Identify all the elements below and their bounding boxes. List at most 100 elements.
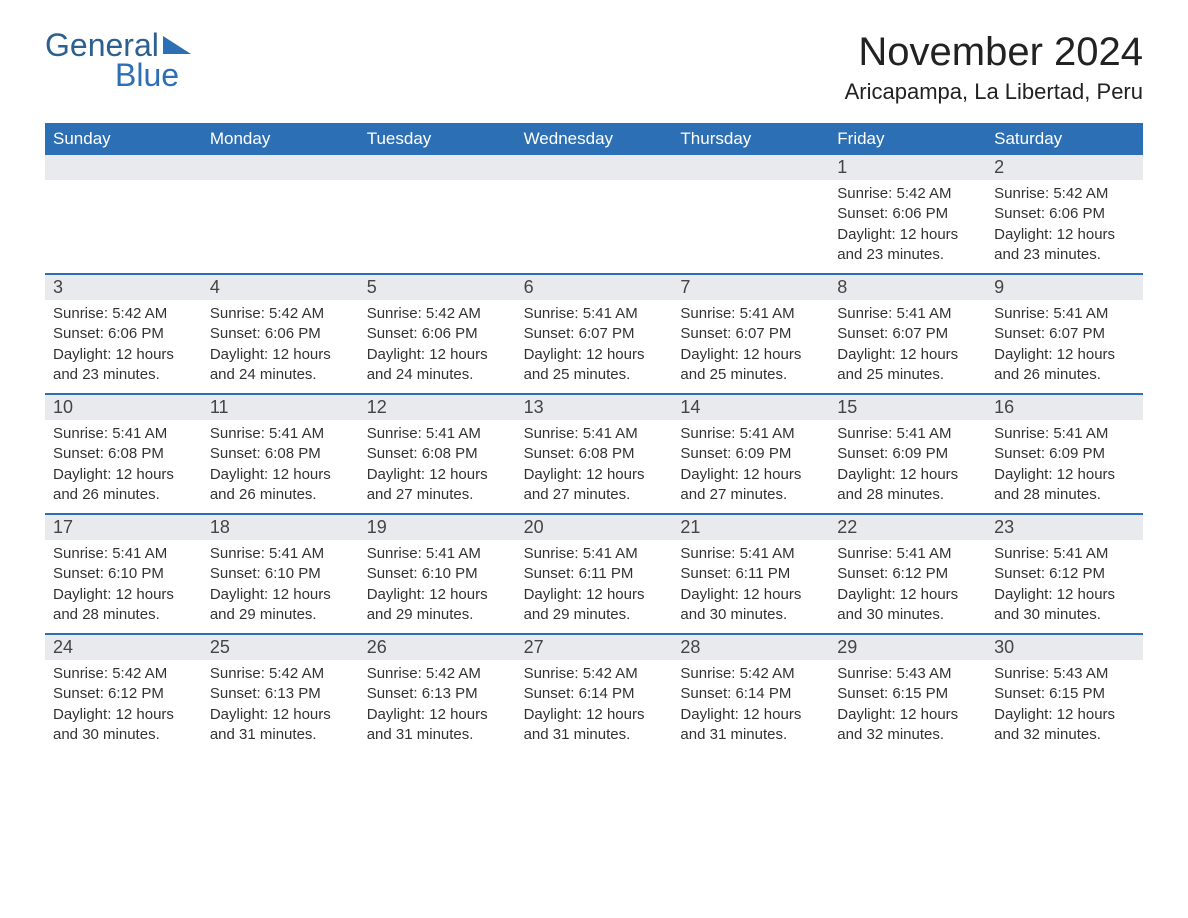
day-cell-28: 28Sunrise: 5:42 AMSunset: 6:14 PMDayligh…	[672, 635, 829, 753]
daylight-line: Daylight: 12 hours and 31 minutes.	[210, 705, 351, 746]
daylight-line: Daylight: 12 hours and 25 minutes.	[680, 345, 821, 386]
day-cell-3: 3Sunrise: 5:42 AMSunset: 6:06 PMDaylight…	[45, 275, 202, 393]
sunrise-line: Sunrise: 5:41 AM	[524, 304, 665, 324]
sunset-line: Sunset: 6:08 PM	[210, 444, 351, 464]
date-number: 23	[986, 515, 1143, 540]
daylight-line: Daylight: 12 hours and 24 minutes.	[367, 345, 508, 386]
day-details: Sunrise: 5:41 AMSunset: 6:08 PMDaylight:…	[45, 420, 202, 511]
date-number: 27	[516, 635, 673, 660]
logo-triangle-icon	[163, 36, 191, 54]
dayname-sunday: Sunday	[45, 123, 202, 155]
sunrise-line: Sunrise: 5:42 AM	[524, 664, 665, 684]
date-number: 26	[359, 635, 516, 660]
day-details: Sunrise: 5:41 AMSunset: 6:11 PMDaylight:…	[516, 540, 673, 631]
daylight-line: Daylight: 12 hours and 25 minutes.	[524, 345, 665, 386]
date-number: 29	[829, 635, 986, 660]
day-cell-4: 4Sunrise: 5:42 AMSunset: 6:06 PMDaylight…	[202, 275, 359, 393]
daylight-line: Daylight: 12 hours and 26 minutes.	[210, 465, 351, 506]
dayname-header-row: SundayMondayTuesdayWednesdayThursdayFrid…	[45, 123, 1143, 155]
day-cell-8: 8Sunrise: 5:41 AMSunset: 6:07 PMDaylight…	[829, 275, 986, 393]
sunrise-line: Sunrise: 5:41 AM	[210, 424, 351, 444]
daylight-line: Daylight: 12 hours and 29 minutes.	[210, 585, 351, 626]
dayname-tuesday: Tuesday	[359, 123, 516, 155]
date-number: 30	[986, 635, 1143, 660]
sunrise-line: Sunrise: 5:42 AM	[367, 664, 508, 684]
day-details: Sunrise: 5:41 AMSunset: 6:09 PMDaylight:…	[986, 420, 1143, 511]
dayname-monday: Monday	[202, 123, 359, 155]
logo-text-top: General	[45, 30, 159, 60]
week-row: 24Sunrise: 5:42 AMSunset: 6:12 PMDayligh…	[45, 633, 1143, 753]
daylight-line: Daylight: 12 hours and 29 minutes.	[367, 585, 508, 626]
daylight-line: Daylight: 12 hours and 27 minutes.	[524, 465, 665, 506]
date-number: 20	[516, 515, 673, 540]
day-details: Sunrise: 5:41 AMSunset: 6:12 PMDaylight:…	[986, 540, 1143, 631]
date-number: 17	[45, 515, 202, 540]
sunrise-line: Sunrise: 5:42 AM	[680, 664, 821, 684]
day-cell-18: 18Sunrise: 5:41 AMSunset: 6:10 PMDayligh…	[202, 515, 359, 633]
sunrise-line: Sunrise: 5:41 AM	[837, 544, 978, 564]
date-number: 3	[45, 275, 202, 300]
sunrise-line: Sunrise: 5:41 AM	[53, 544, 194, 564]
day-details: Sunrise: 5:42 AMSunset: 6:06 PMDaylight:…	[202, 300, 359, 391]
day-details: Sunrise: 5:41 AMSunset: 6:11 PMDaylight:…	[672, 540, 829, 631]
day-details: Sunrise: 5:41 AMSunset: 6:08 PMDaylight:…	[359, 420, 516, 511]
date-number: 22	[829, 515, 986, 540]
daylight-line: Daylight: 12 hours and 24 minutes.	[210, 345, 351, 386]
week-row: 3Sunrise: 5:42 AMSunset: 6:06 PMDaylight…	[45, 273, 1143, 393]
sunrise-line: Sunrise: 5:42 AM	[994, 184, 1135, 204]
day-details: Sunrise: 5:42 AMSunset: 6:06 PMDaylight:…	[829, 180, 986, 271]
day-cell-25: 25Sunrise: 5:42 AMSunset: 6:13 PMDayligh…	[202, 635, 359, 753]
logo: General Blue	[45, 30, 191, 91]
sunrise-line: Sunrise: 5:41 AM	[53, 424, 194, 444]
day-cell-1: 1Sunrise: 5:42 AMSunset: 6:06 PMDaylight…	[829, 155, 986, 273]
daylight-line: Daylight: 12 hours and 28 minutes.	[994, 465, 1135, 506]
sunset-line: Sunset: 6:12 PM	[994, 564, 1135, 584]
dayname-friday: Friday	[829, 123, 986, 155]
daylight-line: Daylight: 12 hours and 30 minutes.	[53, 705, 194, 746]
day-cell-6: 6Sunrise: 5:41 AMSunset: 6:07 PMDaylight…	[516, 275, 673, 393]
sunrise-line: Sunrise: 5:41 AM	[837, 424, 978, 444]
day-cell-19: 19Sunrise: 5:41 AMSunset: 6:10 PMDayligh…	[359, 515, 516, 633]
day-details: Sunrise: 5:41 AMSunset: 6:07 PMDaylight:…	[829, 300, 986, 391]
day-details: Sunrise: 5:41 AMSunset: 6:07 PMDaylight:…	[672, 300, 829, 391]
day-details: Sunrise: 5:41 AMSunset: 6:07 PMDaylight:…	[516, 300, 673, 391]
day-cell-30: 30Sunrise: 5:43 AMSunset: 6:15 PMDayligh…	[986, 635, 1143, 753]
date-header-empty	[202, 155, 359, 180]
calendar: SundayMondayTuesdayWednesdayThursdayFrid…	[45, 123, 1143, 753]
sunset-line: Sunset: 6:11 PM	[680, 564, 821, 584]
date-number: 2	[986, 155, 1143, 180]
sunrise-line: Sunrise: 5:43 AM	[994, 664, 1135, 684]
day-cell-24: 24Sunrise: 5:42 AMSunset: 6:12 PMDayligh…	[45, 635, 202, 753]
sunrise-line: Sunrise: 5:41 AM	[367, 544, 508, 564]
daylight-line: Daylight: 12 hours and 31 minutes.	[367, 705, 508, 746]
sunrise-line: Sunrise: 5:42 AM	[53, 664, 194, 684]
sunset-line: Sunset: 6:11 PM	[524, 564, 665, 584]
sunset-line: Sunset: 6:08 PM	[524, 444, 665, 464]
header: General Blue November 2024 Aricapampa, L…	[45, 30, 1143, 105]
day-cell-21: 21Sunrise: 5:41 AMSunset: 6:11 PMDayligh…	[672, 515, 829, 633]
day-cell-23: 23Sunrise: 5:41 AMSunset: 6:12 PMDayligh…	[986, 515, 1143, 633]
sunset-line: Sunset: 6:13 PM	[210, 684, 351, 704]
sunrise-line: Sunrise: 5:41 AM	[210, 544, 351, 564]
sunrise-line: Sunrise: 5:41 AM	[994, 304, 1135, 324]
sunset-line: Sunset: 6:14 PM	[524, 684, 665, 704]
date-number: 7	[672, 275, 829, 300]
day-cell-14: 14Sunrise: 5:41 AMSunset: 6:09 PMDayligh…	[672, 395, 829, 513]
date-number: 28	[672, 635, 829, 660]
daylight-line: Daylight: 12 hours and 30 minutes.	[994, 585, 1135, 626]
week-row: 1Sunrise: 5:42 AMSunset: 6:06 PMDaylight…	[45, 155, 1143, 273]
day-cell-29: 29Sunrise: 5:43 AMSunset: 6:15 PMDayligh…	[829, 635, 986, 753]
empty-cell	[45, 155, 202, 273]
day-details: Sunrise: 5:41 AMSunset: 6:08 PMDaylight:…	[202, 420, 359, 511]
sunrise-line: Sunrise: 5:41 AM	[680, 424, 821, 444]
week-row: 17Sunrise: 5:41 AMSunset: 6:10 PMDayligh…	[45, 513, 1143, 633]
empty-cell	[516, 155, 673, 273]
day-cell-10: 10Sunrise: 5:41 AMSunset: 6:08 PMDayligh…	[45, 395, 202, 513]
day-cell-2: 2Sunrise: 5:42 AMSunset: 6:06 PMDaylight…	[986, 155, 1143, 273]
day-details: Sunrise: 5:43 AMSunset: 6:15 PMDaylight:…	[986, 660, 1143, 751]
daylight-line: Daylight: 12 hours and 23 minutes.	[837, 225, 978, 266]
sunset-line: Sunset: 6:09 PM	[680, 444, 821, 464]
date-number: 11	[202, 395, 359, 420]
sunrise-line: Sunrise: 5:41 AM	[524, 424, 665, 444]
day-cell-12: 12Sunrise: 5:41 AMSunset: 6:08 PMDayligh…	[359, 395, 516, 513]
